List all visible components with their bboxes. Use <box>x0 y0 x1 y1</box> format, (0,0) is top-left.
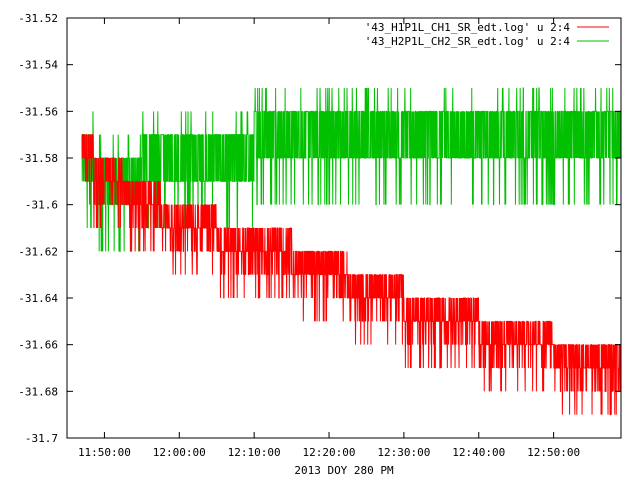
series-line-2 <box>81 87 622 252</box>
y-tick-label: -31.52 <box>18 12 58 25</box>
x-tick-label: 12:20:00 <box>303 446 356 459</box>
y-tick-label: -31.68 <box>18 385 58 398</box>
y-axis: -31.52 -31.54 -31.56 -31.58 -31.6 -31.62 -31.6… <box>18 12 621 445</box>
legend-label-2: '43_H2P1L_CH2_SR_edt.log' u 2:4 <box>365 35 571 48</box>
x-axis-label: 2013 DOY 280 PM <box>294 464 394 477</box>
x-tick-label: 12:40:00 <box>452 446 505 459</box>
y-tick-label: -31.66 <box>18 339 58 352</box>
data-layer <box>81 87 622 416</box>
legend-label-1: '43_H1P1L_CH1_SR_edt.log' u 2:4 <box>365 21 571 34</box>
x-tick-label: 12:00:00 <box>153 446 206 459</box>
x-axis: 11:50:00 12:00:00 12:10:00 12:20:00 12:30:00… <box>78 18 580 459</box>
plot-frame <box>66 17 622 439</box>
y-tick-label: -31.7 <box>25 432 58 445</box>
legend: '43_H1P1L_CH1_SR_edt.log' u 2:4'43_H2P1L… <box>365 21 609 48</box>
x-tick-label: 12:50:00 <box>527 446 580 459</box>
x-tick-label: 12:30:00 <box>377 446 430 459</box>
y-tick-label: -31.56 <box>18 105 58 118</box>
series-line-1 <box>81 134 622 416</box>
y-tick-label: -31.64 <box>18 292 58 305</box>
x-tick-label: 12:10:00 <box>228 446 281 459</box>
y-tick-label: -31.6 <box>25 199 58 212</box>
y-tick-label: -31.62 <box>18 245 58 258</box>
y-tick-label: -31.54 <box>18 59 58 72</box>
x-tick-label: 11:50:00 <box>78 446 131 459</box>
y-tick-label: -31.58 <box>18 152 58 165</box>
